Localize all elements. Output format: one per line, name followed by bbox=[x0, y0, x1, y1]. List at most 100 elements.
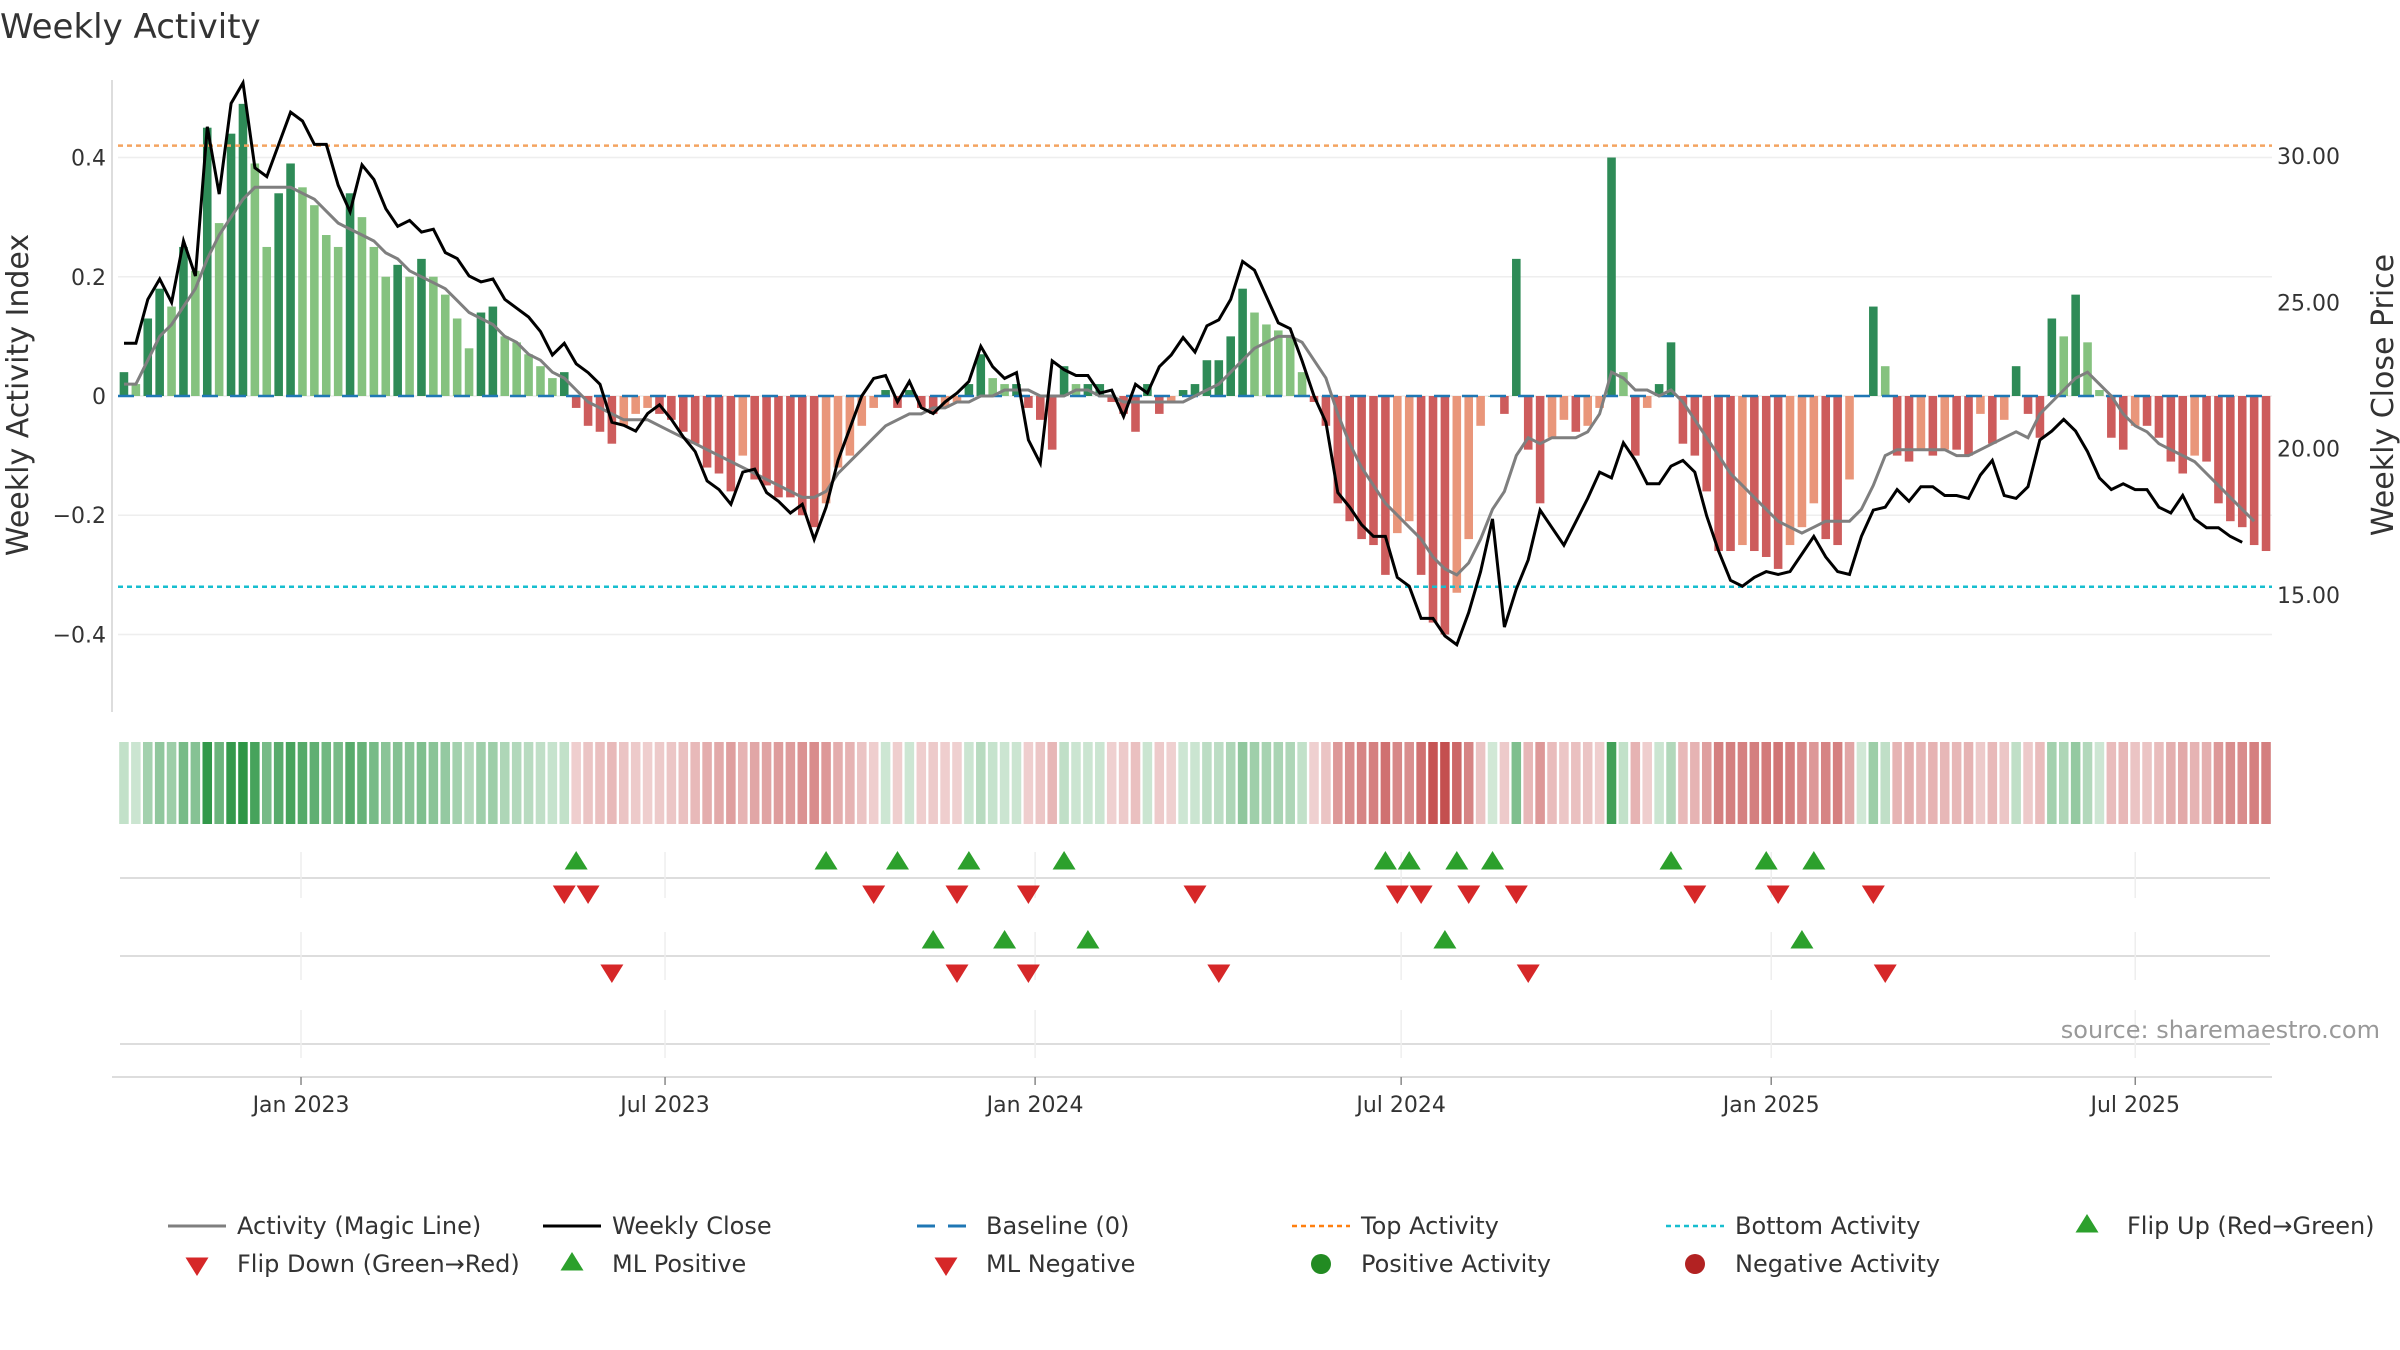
activity-bar bbox=[1262, 324, 1271, 396]
activity-bar bbox=[155, 288, 164, 396]
heat-cell bbox=[2058, 742, 2069, 824]
heat-cell bbox=[1916, 742, 1926, 824]
activity-bar bbox=[345, 193, 355, 396]
heat-cell bbox=[1749, 742, 1760, 824]
activity-bar bbox=[1738, 396, 1747, 546]
ml-negative-marker bbox=[600, 964, 624, 983]
heat-cell bbox=[940, 742, 950, 824]
heat-cell bbox=[2225, 742, 2236, 824]
heat-cell bbox=[1487, 742, 1498, 824]
activity-bar bbox=[1166, 396, 1176, 402]
activity-bar bbox=[667, 396, 676, 420]
heat-cell bbox=[1975, 742, 1986, 824]
heat-cell bbox=[809, 742, 819, 824]
flip-down-marker bbox=[1183, 885, 1207, 904]
activity-bar bbox=[1595, 396, 1604, 408]
legend-item: ML Negative bbox=[934, 1250, 1135, 1278]
activity-bar bbox=[1547, 396, 1557, 438]
heat-cell bbox=[345, 742, 355, 824]
heat-cell bbox=[868, 742, 879, 824]
activity-bar bbox=[2214, 396, 2223, 504]
flip-down-marker bbox=[1385, 885, 1409, 904]
x-tick-label: Jul 2023 bbox=[618, 1093, 710, 1118]
heat-cell bbox=[452, 742, 462, 824]
activity-bar bbox=[524, 354, 533, 396]
activity-bar bbox=[2142, 396, 2152, 426]
activity-bar bbox=[1512, 258, 1521, 396]
activity-bar bbox=[1809, 396, 1819, 504]
heat-cell bbox=[226, 742, 236, 824]
activity-bar bbox=[2107, 396, 2116, 438]
activity-bar bbox=[928, 396, 938, 414]
heat-cell bbox=[1071, 742, 1081, 824]
activity-bar bbox=[417, 258, 426, 396]
heat-cell bbox=[1630, 742, 1641, 824]
activity-bar bbox=[2237, 396, 2247, 528]
heat-cell bbox=[1690, 742, 1700, 824]
heat-cell bbox=[797, 742, 808, 824]
legend-label: Positive Activity bbox=[1361, 1250, 1551, 1278]
ml-negative-marker bbox=[1016, 964, 1040, 983]
heat-cell bbox=[321, 742, 332, 824]
activity-bar bbox=[381, 276, 391, 396]
ml-negative-marker bbox=[945, 964, 969, 983]
activity-bar bbox=[774, 396, 783, 498]
activity-bar bbox=[429, 276, 438, 396]
activity-bar bbox=[2059, 336, 2069, 396]
activity-bar bbox=[500, 336, 510, 396]
flip-down-marker bbox=[1457, 885, 1481, 904]
y2-tick-label: 30.00 bbox=[2277, 145, 2340, 170]
heat-cell bbox=[1832, 742, 1843, 824]
activity-bar bbox=[762, 396, 771, 486]
activity-bar bbox=[1571, 396, 1581, 432]
activity-bar bbox=[1833, 396, 1842, 546]
heat-cell bbox=[2249, 742, 2259, 824]
heat-cell bbox=[1059, 742, 1069, 824]
heat-cell bbox=[1047, 742, 1057, 824]
heat-cell bbox=[404, 742, 415, 824]
heat-cell bbox=[690, 742, 700, 824]
heat-cell bbox=[666, 742, 677, 824]
activity-bar bbox=[2130, 396, 2140, 426]
activity-bar bbox=[1999, 396, 2009, 420]
activity-bar bbox=[1464, 396, 1473, 540]
heat-cell bbox=[1511, 742, 1522, 824]
activity-bar bbox=[976, 354, 986, 396]
activity-bar bbox=[1976, 396, 1985, 414]
heat-cell bbox=[1106, 742, 1117, 824]
activity-bar bbox=[1178, 390, 1188, 396]
heat-cell bbox=[392, 742, 403, 824]
heat-cell bbox=[1594, 742, 1605, 824]
flip-down-marker bbox=[1766, 885, 1790, 904]
ml-positive-marker bbox=[1433, 930, 1457, 949]
heat-cell bbox=[178, 742, 189, 824]
heat-cell bbox=[488, 742, 498, 824]
heat-cell bbox=[1868, 742, 1879, 824]
ml-positive-markers bbox=[921, 930, 1814, 949]
activity-bar bbox=[1345, 396, 1354, 522]
legend-item: Flip Up (Red→Green) bbox=[2075, 1212, 2375, 1240]
flip-down-markers bbox=[552, 885, 1885, 904]
heat-cell bbox=[976, 742, 986, 824]
activity-bar bbox=[1214, 360, 1224, 396]
heat-cell bbox=[547, 742, 558, 824]
activity-bar bbox=[119, 372, 129, 396]
heat-cell bbox=[1440, 742, 1450, 824]
heat-cell bbox=[1785, 742, 1795, 824]
activity-bar bbox=[440, 294, 450, 396]
activity-bar bbox=[1642, 396, 1652, 408]
heat-cell bbox=[273, 742, 284, 824]
heat-cell bbox=[1166, 742, 1176, 824]
heat-cell bbox=[678, 742, 689, 824]
heat-cell bbox=[1333, 742, 1343, 824]
heat-cell bbox=[2166, 742, 2176, 824]
activity-bar bbox=[1190, 384, 1200, 396]
legend-label: Negative Activity bbox=[1735, 1250, 1940, 1278]
y2-tick-label: 15.00 bbox=[2277, 584, 2340, 609]
activity-bar bbox=[1452, 396, 1462, 593]
activity-bar bbox=[678, 396, 688, 432]
legend-item: Baseline (0) bbox=[917, 1212, 1129, 1240]
heat-cell bbox=[1285, 742, 1295, 824]
activity-bar bbox=[1559, 396, 1569, 420]
heat-cell bbox=[1261, 742, 1272, 824]
